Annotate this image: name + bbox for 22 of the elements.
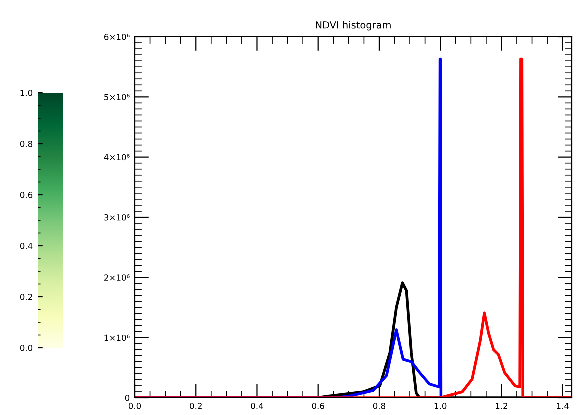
x-tick-label: 1.0 bbox=[434, 403, 447, 410]
y-tick-label: 4×10⁶ bbox=[104, 154, 130, 161]
x-tick-label: 0.6 bbox=[312, 403, 324, 410]
chart-title: NDVI histogram bbox=[316, 21, 391, 31]
x-tick-label: 0.8 bbox=[373, 403, 386, 410]
y-tick-label: 2×10⁶ bbox=[104, 274, 130, 281]
color-bar-label: 0.2 bbox=[20, 294, 32, 300]
y-tick-label: 5×10⁶ bbox=[104, 94, 130, 100]
y-tick-label: 6×10⁶ bbox=[104, 34, 130, 40]
color-bar-label: 0.8 bbox=[20, 140, 33, 148]
color-bar-label: 0.4 bbox=[20, 242, 33, 250]
color-bar-label: 0.6 bbox=[20, 192, 33, 198]
x-tick-label: 1.4 bbox=[557, 403, 569, 410]
x-tick-label: 0.4 bbox=[251, 403, 264, 410]
x-tick-label: 0.2 bbox=[190, 403, 202, 410]
y-tick-label: 1×10⁶ bbox=[104, 334, 130, 342]
y-tick-label: 0 bbox=[125, 394, 130, 402]
y-tick-label: 3×10⁶ bbox=[104, 214, 130, 221]
color-bar-label: 0.0 bbox=[20, 344, 33, 352]
x-tick-label: 0.0 bbox=[128, 403, 142, 410]
color-bar-label: 1.0 bbox=[20, 90, 33, 96]
x-tick-label: 1.2 bbox=[496, 403, 508, 410]
